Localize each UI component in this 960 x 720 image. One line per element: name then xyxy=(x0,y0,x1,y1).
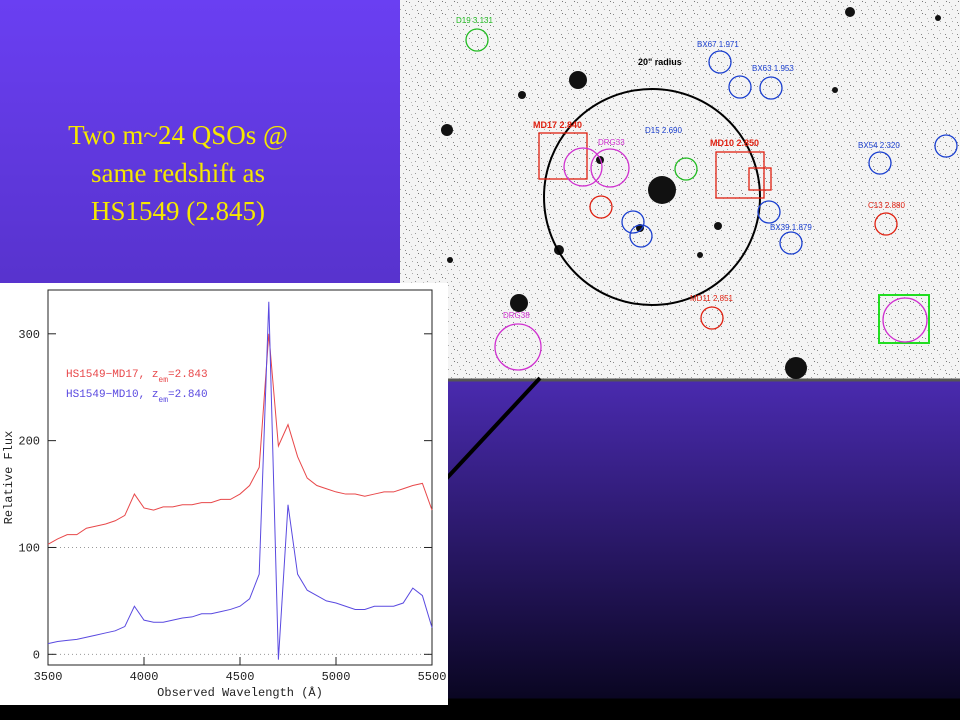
caption-line: Two m~24 QSOs @ xyxy=(68,120,288,150)
image-label: MD17 2.840 xyxy=(533,120,582,130)
image-label: D15 2.690 xyxy=(645,126,682,135)
markers xyxy=(465,28,958,371)
sky-image: D19 3.131 20" radius BX67 1.971 BX63 1.9… xyxy=(400,0,960,382)
image-label: C13 2.880 xyxy=(868,201,905,210)
plot-frame xyxy=(47,289,433,666)
x-axis-label: Observed Wavelength (Å) xyxy=(157,685,323,700)
y-axis-label: Relative Flux xyxy=(2,431,16,525)
legend-entry: HS1549−MD10, zem=2.840 xyxy=(66,389,208,405)
y-tick-label: 300 xyxy=(18,328,40,342)
image-label: DRG38 xyxy=(503,311,530,320)
caption-line: HS1549 (2.845) xyxy=(91,196,265,226)
image-label: BX39 1.879 xyxy=(770,223,812,232)
legend-text: =2.843 xyxy=(168,369,208,381)
caption-line: same redshift as xyxy=(91,158,265,188)
legend-text: HS1549−MD17, z xyxy=(66,369,158,381)
image-label: D19 3.131 xyxy=(456,16,493,25)
image-label: MD10 2.850 xyxy=(710,138,759,148)
legend-text: em xyxy=(158,376,168,385)
chart: 0 100 200 300 3500 4000 4500 5000 5500 Observed W… xyxy=(2,289,447,700)
legend-text: HS1549−MD10, z xyxy=(66,389,158,401)
series-line xyxy=(47,301,433,660)
x-tick-label: 3500 xyxy=(34,670,63,684)
image-label: BX67 1.971 xyxy=(697,40,739,49)
image-field xyxy=(400,0,960,380)
caption: Two m~24 QSOs @ same redshift as HS1549 … xyxy=(68,120,288,226)
image-labels: D19 3.131 20" radius BX67 1.971 BX63 1.9… xyxy=(456,16,905,320)
image-label: MD11 2.851 xyxy=(690,294,734,303)
legend-text: em xyxy=(158,396,168,405)
y-tick-label: 200 xyxy=(18,435,40,449)
stars xyxy=(441,7,941,379)
x-tick-label: 5500 xyxy=(418,670,447,684)
x-tick-label: 4500 xyxy=(226,670,255,684)
image-label: DRG33 xyxy=(598,138,625,147)
image-label: BX63 1.953 xyxy=(752,64,794,73)
x-tick-label: 5000 xyxy=(322,670,351,684)
image-label: BX54 2.320 xyxy=(858,141,900,150)
legend-text: =2.840 xyxy=(168,389,208,401)
series-line xyxy=(47,333,433,545)
y-tick-label: 0 xyxy=(33,648,40,662)
image-label: 20" radius xyxy=(638,57,682,67)
chart-panel xyxy=(0,283,448,705)
legend-entry: HS1549−MD17, zem=2.843 xyxy=(66,369,208,385)
y-tick-label: 100 xyxy=(18,541,40,555)
x-tick-label: 4000 xyxy=(130,670,159,684)
